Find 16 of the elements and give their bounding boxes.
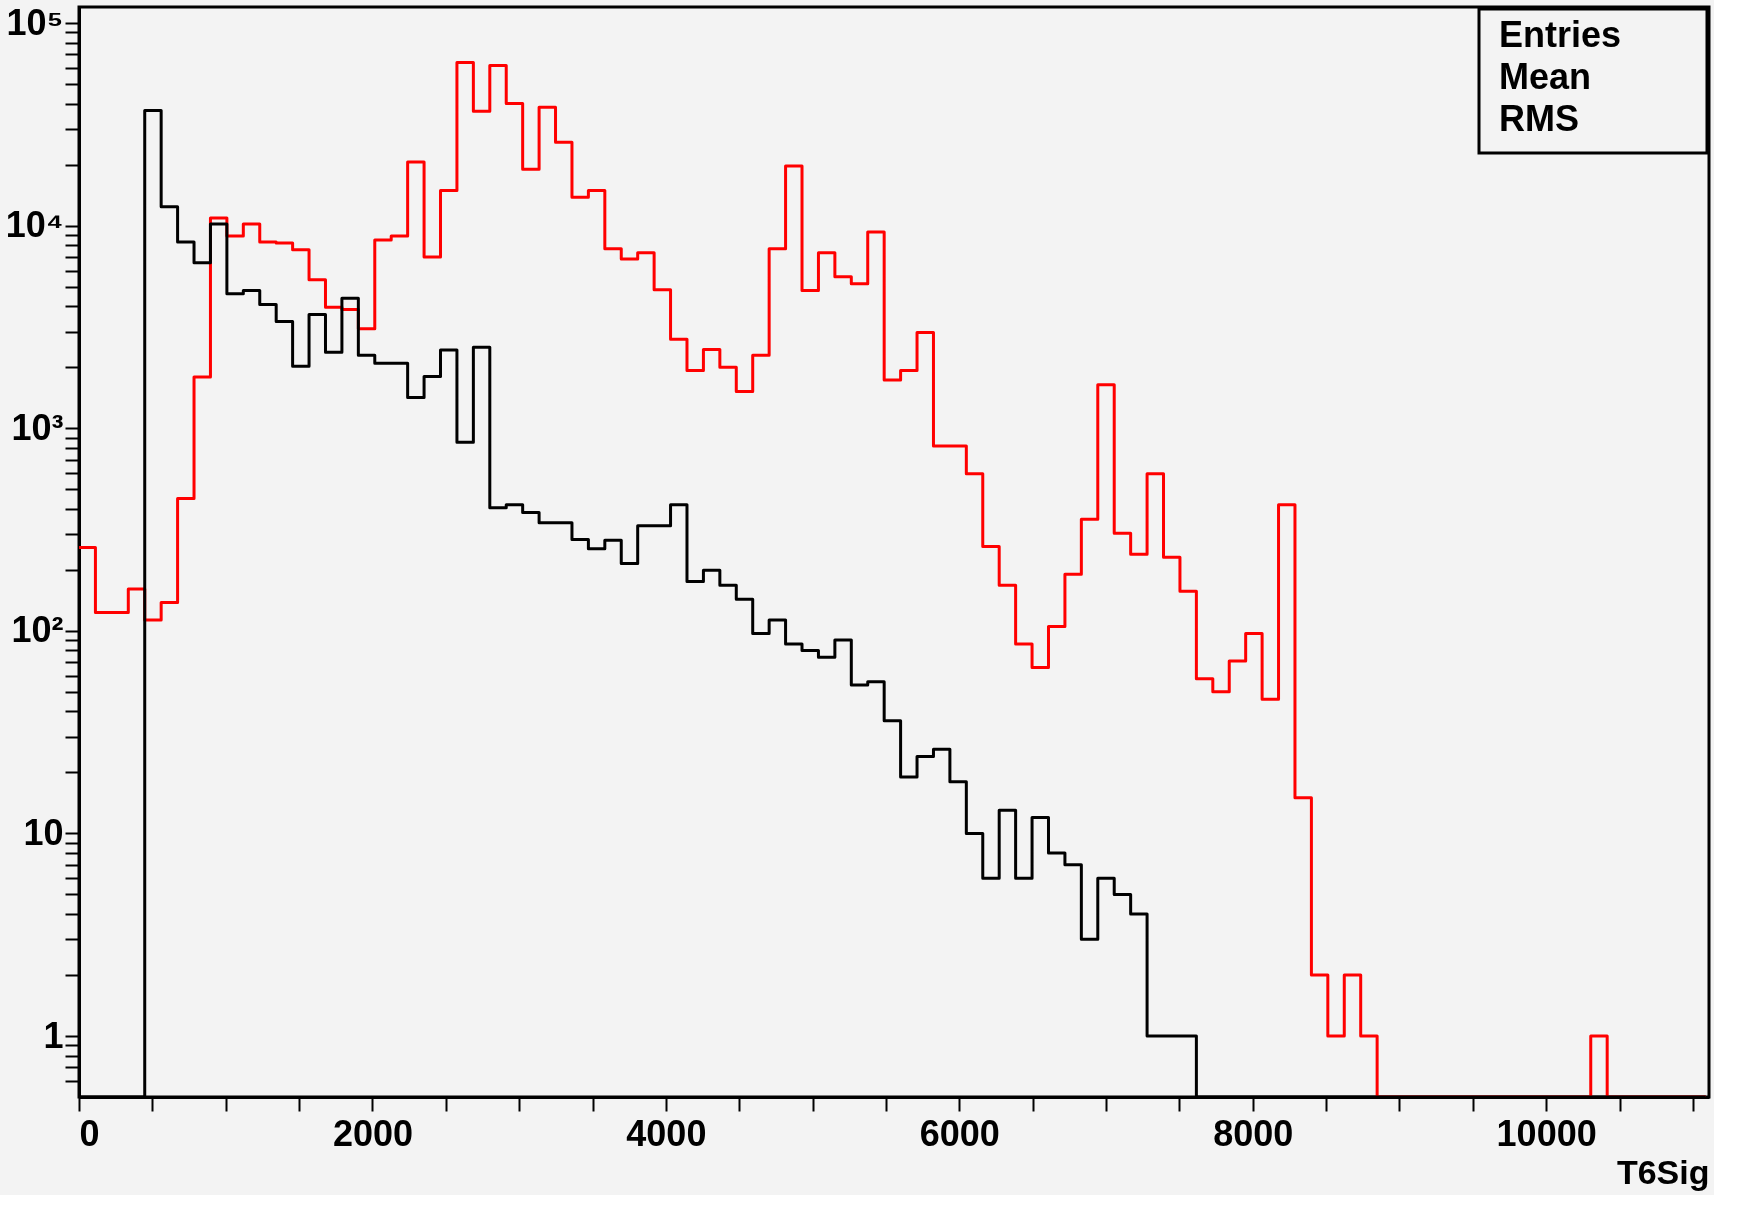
x-tick-label: 4000 (626, 1112, 707, 1154)
y-tick-label: 1 (43, 1014, 64, 1056)
x-tick-label: 10000 (1496, 1112, 1597, 1154)
x-axis-title: T6Sig (1616, 1152, 1710, 1191)
y-tick-label: 10 (23, 811, 64, 853)
y-tick-label: 10² (11, 609, 64, 651)
annotation: RMS (1499, 98, 1579, 139)
annotation: Entries (1499, 14, 1622, 55)
y-tick-label: 10⁵ (6, 1, 64, 43)
x-tick-label: 2000 (332, 1112, 413, 1154)
x-tick-label: 8000 (1213, 1112, 1294, 1154)
x-tick-label: 0 (79, 1112, 100, 1154)
x-tick-label: 6000 (919, 1112, 1000, 1154)
y-tick-label: 10⁴ (5, 204, 64, 246)
y-tick-label: 10³ (11, 406, 64, 448)
annotation: Mean (1499, 56, 1592, 97)
